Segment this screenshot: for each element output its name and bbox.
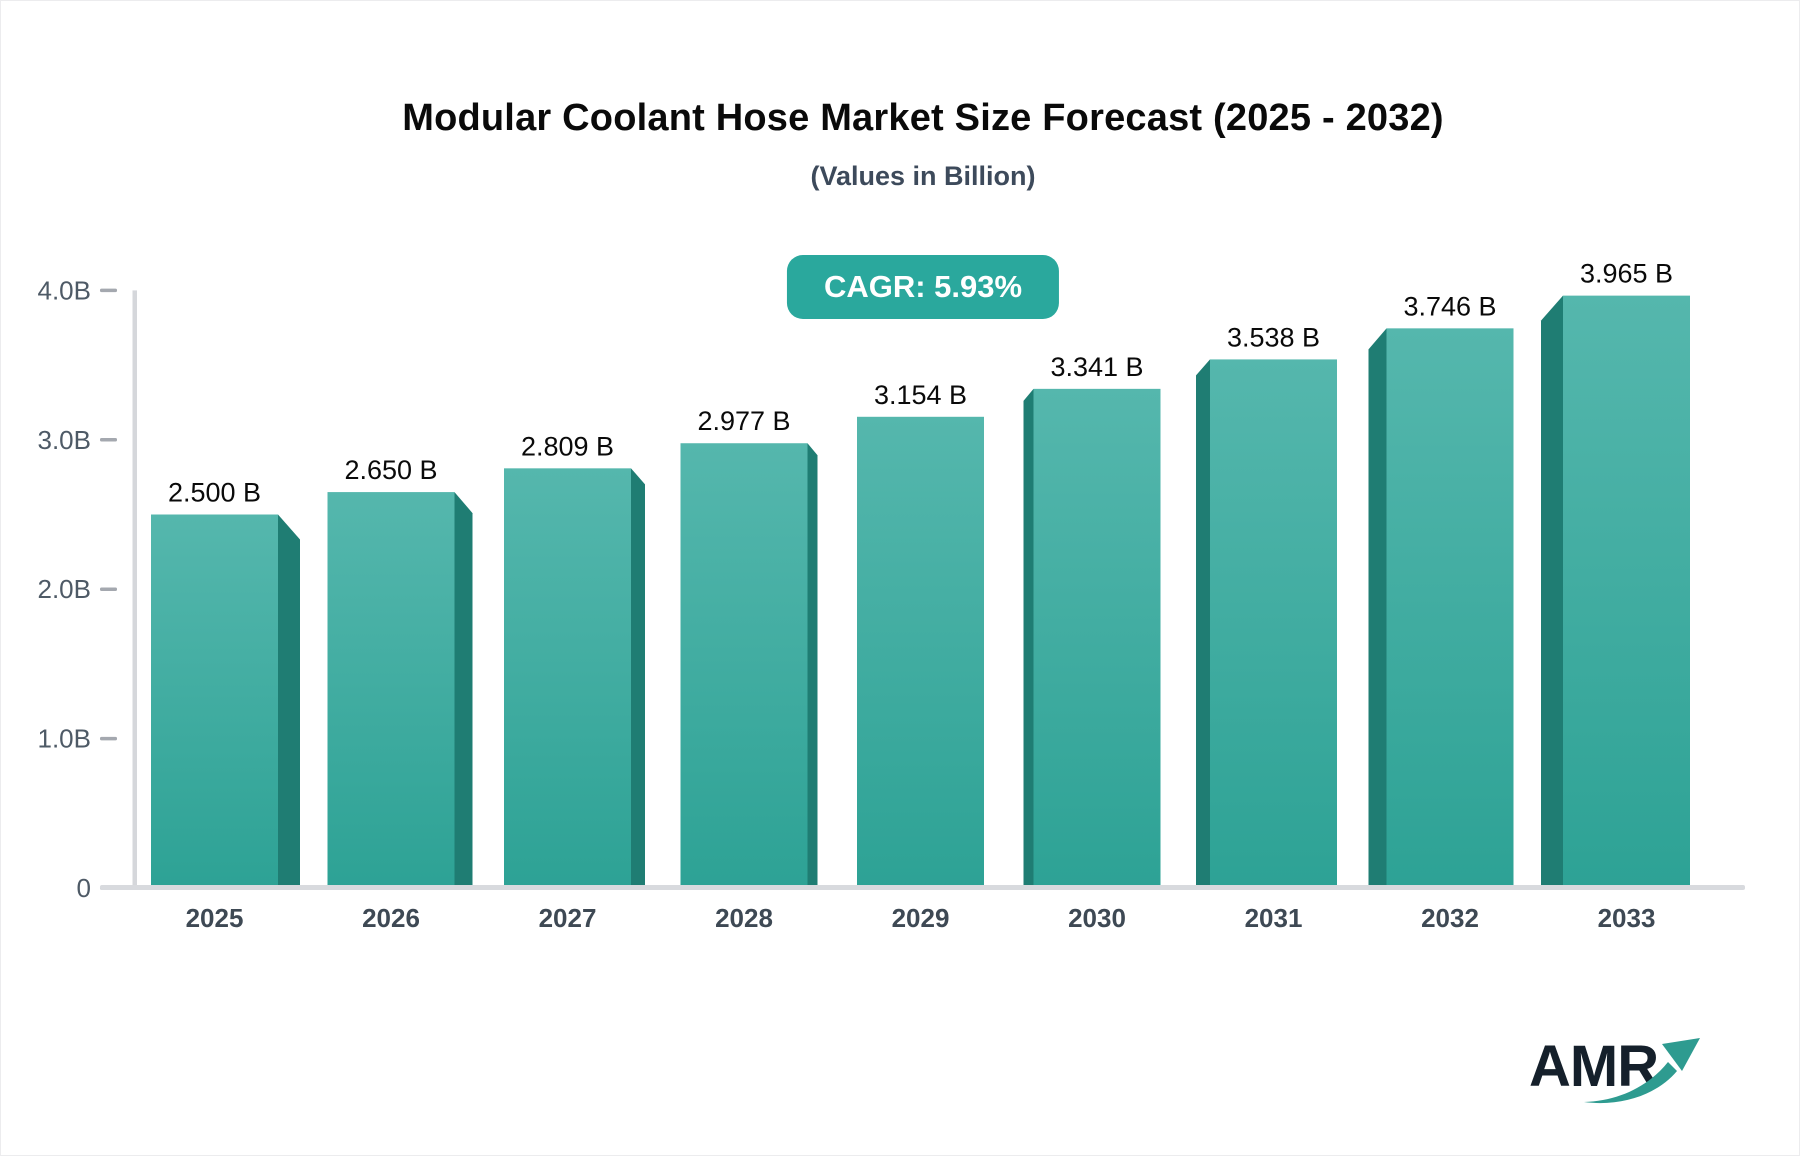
bar-2027 [504, 468, 631, 888]
y-axis-tick [100, 736, 117, 741]
bar-2033 [1563, 295, 1690, 888]
bar-2028 [680, 443, 808, 888]
amr-logo: AMR [1529, 1033, 1719, 1123]
bar-2032 [1386, 328, 1514, 888]
x-axis-label: 2030 [1068, 903, 1126, 933]
bar-side-face [278, 514, 300, 888]
x-axis-label: 2026 [362, 903, 420, 933]
x-axis-label: 2031 [1245, 903, 1303, 933]
y-axis-tick-label: 1.0B [38, 724, 92, 754]
bar-side-face [1541, 295, 1563, 888]
bar-side-face [1023, 388, 1034, 888]
chart-subtitle: (Values in Billion) [810, 161, 1036, 191]
bar-2029 [857, 416, 984, 888]
x-axis-label: 2025 [186, 903, 244, 933]
x-axis-label: 2032 [1421, 903, 1479, 933]
x-axis-label: 2027 [539, 903, 597, 933]
growth-arrow-icon [1584, 1038, 1700, 1104]
bar-value-label: 3.965 B [1580, 259, 1673, 289]
bar-2030 [1033, 388, 1161, 888]
bar-value-label: 3.341 B [1050, 352, 1143, 382]
y-axis-tick [100, 438, 117, 442]
cagr-badge: CAGR: 5.93% [786, 255, 1060, 319]
y-axis-line [132, 290, 137, 890]
bar-value-label: 2.809 B [521, 431, 614, 461]
chart-title: Modular Coolant Hose Market Size Forecas… [402, 97, 1444, 139]
y-axis-tick-label: 4.0B [38, 275, 92, 305]
x-axis-label: 2028 [715, 903, 773, 933]
y-axis-tick-label: 3.0B [38, 425, 92, 455]
bar-side-face [454, 492, 473, 888]
y-axis-tick-label: 0 [77, 873, 91, 903]
y-axis-tick-label: 2.0B [38, 574, 92, 604]
bar-value-label: 3.538 B [1227, 322, 1320, 352]
bar-value-label: 3.746 B [1403, 291, 1496, 321]
bar-value-label: 2.500 B [168, 478, 261, 508]
bar-side-face [1368, 328, 1387, 888]
y-axis-tick [100, 587, 117, 591]
y-axis-tick [100, 288, 117, 293]
x-axis-line [100, 885, 1745, 890]
x-axis-label: 2033 [1598, 903, 1656, 933]
bar-value-label: 2.650 B [344, 455, 437, 485]
bar-side-face [631, 468, 645, 888]
bar-2031 [1210, 359, 1337, 888]
bar-side-face [807, 443, 818, 888]
x-axis-label: 2029 [892, 903, 950, 933]
bar-2026 [327, 492, 455, 888]
bar-2025 [151, 514, 278, 888]
bar-side-face [1196, 359, 1210, 888]
bar-value-label: 2.977 B [697, 406, 790, 436]
bar-value-label: 3.154 B [874, 380, 967, 410]
